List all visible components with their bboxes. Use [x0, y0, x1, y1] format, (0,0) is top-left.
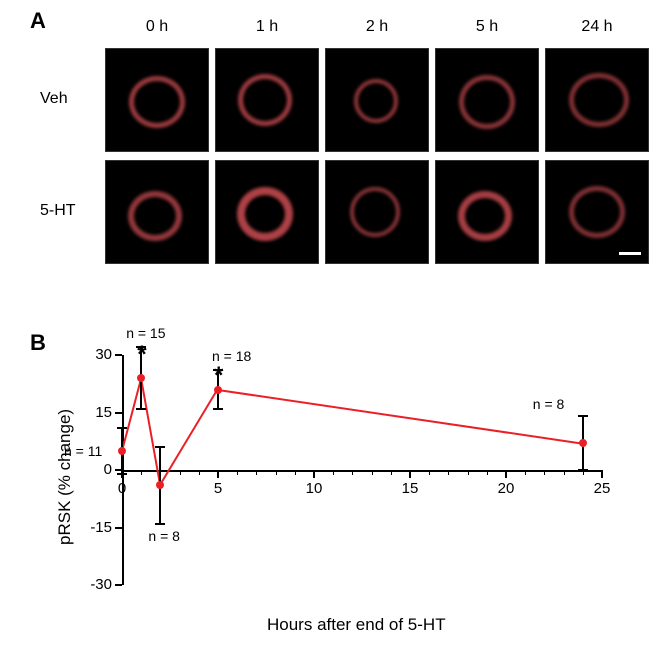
scale-bar	[619, 252, 641, 255]
row-label: Veh	[40, 90, 68, 108]
x-minor-tick	[276, 470, 277, 475]
x-minor-tick	[429, 470, 430, 475]
cell-ring	[569, 186, 625, 238]
series-line	[218, 389, 583, 445]
x-axis-title: Hours after end of 5-HT	[267, 615, 446, 635]
data-marker	[137, 374, 145, 382]
x-minor-tick	[199, 470, 200, 475]
y-tick-label: -15	[77, 519, 112, 536]
n-annotation: n = 11	[64, 443, 102, 459]
x-minor-tick	[256, 470, 257, 475]
cell-ring	[237, 187, 293, 241]
significance-mark: *	[214, 362, 223, 390]
x-minor-tick	[468, 470, 469, 475]
x-tick-label: 15	[395, 480, 425, 497]
cell-ring	[354, 79, 398, 123]
error-cap	[155, 446, 165, 448]
error-cap	[117, 473, 127, 475]
x-minor-tick	[141, 470, 142, 475]
panel-b-label: B	[30, 330, 46, 356]
y-tick-label: -30	[77, 576, 112, 593]
x-minor-tick	[237, 470, 238, 475]
y-tick-label: 30	[77, 346, 112, 363]
cell-ring	[238, 74, 292, 126]
data-marker	[118, 447, 126, 455]
timepoint-label: 1 h	[215, 18, 319, 36]
error-cap	[578, 469, 588, 471]
x-minor-tick	[448, 470, 449, 475]
data-marker	[579, 439, 587, 447]
y-tick-label: 15	[77, 404, 112, 421]
y-tick-label: 0	[77, 461, 112, 478]
x-tick	[601, 470, 603, 478]
y-tick	[115, 412, 122, 414]
cell-ring	[350, 187, 400, 237]
timepoint-label: 2 h	[325, 18, 429, 36]
x-minor-tick	[180, 470, 181, 475]
significance-mark: *	[137, 341, 146, 369]
error-cap	[117, 427, 127, 429]
cell-ring	[129, 76, 185, 128]
error-cap	[136, 408, 146, 410]
x-tick	[313, 470, 315, 478]
x-minor-tick	[333, 470, 334, 475]
series-line	[121, 378, 142, 451]
y-tick	[115, 354, 122, 356]
cell-ring	[128, 191, 182, 241]
x-minor-tick	[391, 470, 392, 475]
error-cap	[213, 408, 223, 410]
panel-a-label: A	[30, 8, 46, 34]
row-label: 5-HT	[40, 202, 76, 220]
x-tick-label: 10	[299, 480, 329, 497]
x-tick-label: 5	[203, 480, 233, 497]
x-minor-tick	[372, 470, 373, 475]
cell-ring	[569, 73, 629, 127]
x-minor-tick	[525, 470, 526, 475]
x-tick	[505, 470, 507, 478]
n-annotation: n = 8	[533, 396, 565, 412]
x-minor-tick	[564, 470, 565, 475]
x-tick	[409, 470, 411, 478]
x-axis	[122, 470, 602, 472]
x-tick-label: 25	[587, 480, 617, 497]
error-cap	[578, 415, 588, 417]
cell-ring	[459, 75, 515, 129]
y-axis-title: pRSK (% change)	[55, 409, 75, 545]
x-minor-tick	[352, 470, 353, 475]
x-tick-label: 0	[107, 480, 137, 497]
timepoint-label: 5 h	[435, 18, 539, 36]
n-annotation: n = 8	[148, 528, 180, 544]
timepoint-label: 0 h	[105, 18, 209, 36]
n-annotation: n = 15	[126, 325, 165, 341]
cell-ring	[458, 191, 512, 241]
x-minor-tick	[295, 470, 296, 475]
y-tick	[115, 584, 122, 586]
data-marker	[156, 481, 164, 489]
error-cap	[155, 523, 165, 525]
timepoint-label: 24 h	[545, 18, 649, 36]
x-tick	[217, 470, 219, 478]
x-minor-tick	[544, 470, 545, 475]
y-tick	[115, 527, 122, 529]
x-minor-tick	[487, 470, 488, 475]
x-tick-label: 20	[491, 480, 521, 497]
